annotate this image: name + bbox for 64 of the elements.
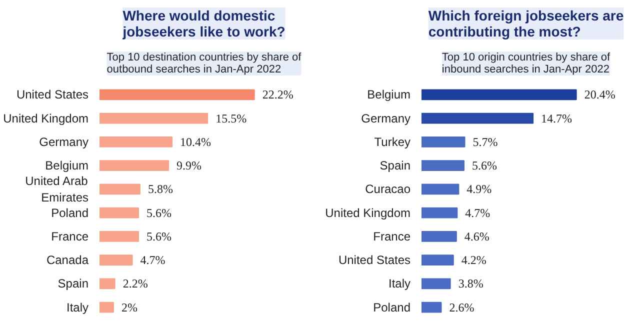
data-label: 5.6% [146,229,172,244]
bar [422,112,534,124]
data-label: 2% [121,300,138,314]
bar [422,184,460,195]
data-label: 10.4% [180,134,212,149]
y-tick-label: Germany [361,111,411,126]
data-label: 15.5% [216,111,247,126]
bar [422,207,458,218]
chart-title: Where would domestic jobseekers like to work? [122,8,286,40]
data-label: 22.2% [262,88,294,102]
chart-subtitle: Top 10 origin countries by share of inbound searches in Jan-Apr 2022 [442,52,612,76]
y-tick-label: Turkey [374,134,411,149]
y-tick-label: United Arab Emirates [25,174,88,205]
y-tick-label: United States [338,253,411,268]
y-tick-label: Poland [51,206,89,220]
bar [100,278,116,290]
y-tick-label: United Kingdom [3,111,89,126]
data-label: 3.8% [458,276,484,291]
bar [422,89,577,100]
y-tick-label: Curacao [365,182,411,196]
bar [100,112,208,124]
data-label: 4.6% [464,229,490,244]
bar [100,184,140,195]
data-label: 5.8% [148,182,173,196]
chart-subtitle: Top 10 destination countries by share of outbound searches in Jan-Apr 2022 [106,52,302,76]
bar [422,254,454,266]
bar [100,136,173,148]
bar [100,302,114,313]
y-tick-label: Italy [388,276,411,291]
data-label: 2.2% [122,276,148,291]
y-tick-label: Belgium [45,158,89,173]
data-label: 9.9% [176,158,202,173]
y-tick-label: Germany [39,134,89,149]
bar [100,254,133,266]
y-tick-label: Belgium [367,88,411,102]
y-tick-label: France [51,229,89,244]
y-tick-label: Poland [373,300,411,314]
y-tick-label: United States [16,88,89,102]
data-label: 20.4% [584,88,616,102]
bar [100,89,255,100]
y-tick-label: France [373,229,411,244]
bar [100,230,140,242]
data-label: 14.7% [541,111,572,126]
y-tick-label: Spain [380,158,411,173]
data-label: 5.6% [146,206,172,220]
bar [422,230,457,242]
data-label: 4.7% [140,253,166,268]
bar [422,136,466,148]
data-label: 4.9% [466,182,492,196]
y-tick-label: Spain [58,276,89,291]
y-tick-label: Canada [46,253,89,268]
bar [422,278,451,290]
bar [422,302,442,313]
data-label: 5.7% [472,134,498,149]
data-label: 4.7% [465,206,490,220]
data-label: 4.2% [461,253,486,268]
data-label: 2.6% [449,300,474,314]
bar [100,207,140,218]
data-label: 5.6% [472,158,497,173]
chart-title: Which foreign jobseekers are contributing the most? [428,8,624,40]
bar [100,160,170,172]
bar [422,160,464,172]
y-tick-label: Italy [66,300,89,314]
y-tick-label: United Kingdom [325,206,411,220]
